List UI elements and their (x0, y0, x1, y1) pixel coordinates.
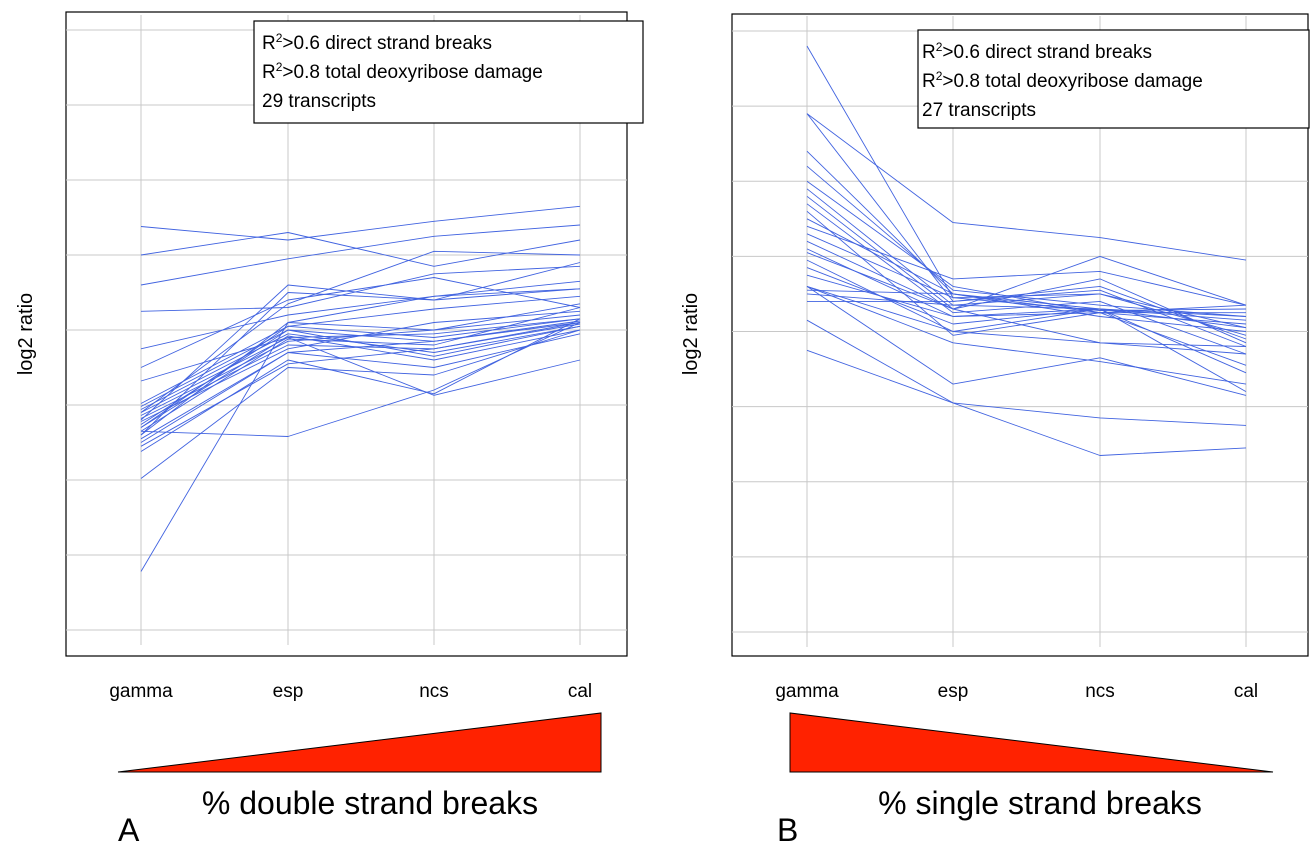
series-line-a-9 (140, 329, 581, 428)
series-line-b-19 (806, 274, 1247, 366)
series-line-b-27 (806, 349, 1247, 456)
series-line-a-26 (140, 288, 581, 436)
series-line-b-22 (806, 289, 1247, 314)
series-line-b-11 (806, 218, 1247, 332)
x-tick-label-a-cal: cal (568, 681, 592, 702)
legend-line-3-a: 29 transcripts (262, 91, 376, 112)
legend-line-2-a: R2>0.8 total deoxyribose damage (262, 60, 543, 83)
series-line-b-20 (806, 285, 1247, 385)
series-line-a-11 (140, 303, 581, 436)
legend-box-a (253, 20, 644, 124)
series-line-a-13 (140, 333, 581, 443)
axis-caption-a: % double strand breaks (202, 785, 538, 821)
series-line-b-1 (806, 45, 1247, 311)
x-tick-label-b-gamma: gamma (775, 681, 839, 702)
series-line-b-25 (806, 286, 1247, 396)
wedge-double-strand-breaks (117, 712, 602, 773)
series-line-a-22 (140, 224, 581, 286)
series-line-b-14 (806, 240, 1247, 355)
panel-a: R2>0.6 direct strand breaks R2>0.8 total… (15, 11, 644, 841)
series-line-a-25 (140, 277, 581, 368)
wedge-single-strand-breaks (789, 712, 1274, 773)
legend-line-3-b: 27 transcripts (922, 100, 1036, 121)
legend-box-b (917, 29, 1310, 129)
legend-line-1-b: R2>0.6 direct strand breaks (922, 40, 1152, 63)
series-line-a-21 (140, 265, 581, 312)
panel-b: R2>0.6 direct strand breaks R2>0.8 total… (680, 13, 1310, 841)
panel-label-b: B (777, 812, 798, 841)
series-line-a-27 (140, 262, 581, 421)
series-line-a-18 (140, 322, 581, 437)
x-tick-label-a-gamma: gamma (109, 681, 173, 702)
series-line-b-16 (806, 252, 1247, 310)
legend-line-1-a: R2>0.6 direct strand breaks (262, 31, 492, 54)
series-line-a-20 (140, 280, 581, 350)
series-line-a-17 (140, 337, 581, 396)
series-line-a-10 (140, 307, 581, 432)
series-line-a-14 (140, 323, 581, 447)
series-line-a-24 (140, 205, 581, 241)
x-tick-label-b-ncs: ncs (1085, 681, 1115, 702)
y-axis-label-a: log2 ratio (15, 293, 37, 375)
series-lines-a (140, 205, 581, 572)
x-tick-label-a-esp: esp (273, 681, 304, 702)
series-line-b-12 (806, 225, 1247, 306)
series-line-a-16 (140, 329, 581, 479)
panel-label-a: A (118, 812, 140, 841)
series-line-b-23 (806, 293, 1247, 392)
series-line-b-24 (807, 289, 1247, 347)
series-line-a-1 (140, 318, 581, 404)
x-tick-label-a-ncs: ncs (419, 681, 449, 702)
series-line-b-3 (806, 113, 1247, 261)
y-axis-label-b: log2 ratio (680, 293, 702, 375)
x-tick-label-b-cal: cal (1234, 681, 1258, 702)
series-line-a-12 (140, 320, 581, 440)
axis-caption-b: % single strand breaks (878, 785, 1202, 821)
legend-line-2-b: R2>0.8 total deoxyribose damage (922, 69, 1203, 92)
grid-horizontal-b (732, 30, 1308, 633)
series-line-a-28 (140, 250, 581, 413)
x-tick-label-b-esp: esp (938, 681, 969, 702)
series-lines-b (806, 45, 1247, 456)
series-line-b-15 (806, 248, 1247, 374)
series-line-a-29 (140, 295, 581, 428)
grid-horizontal-a (66, 29, 627, 631)
series-line-b-26 (806, 319, 1247, 426)
